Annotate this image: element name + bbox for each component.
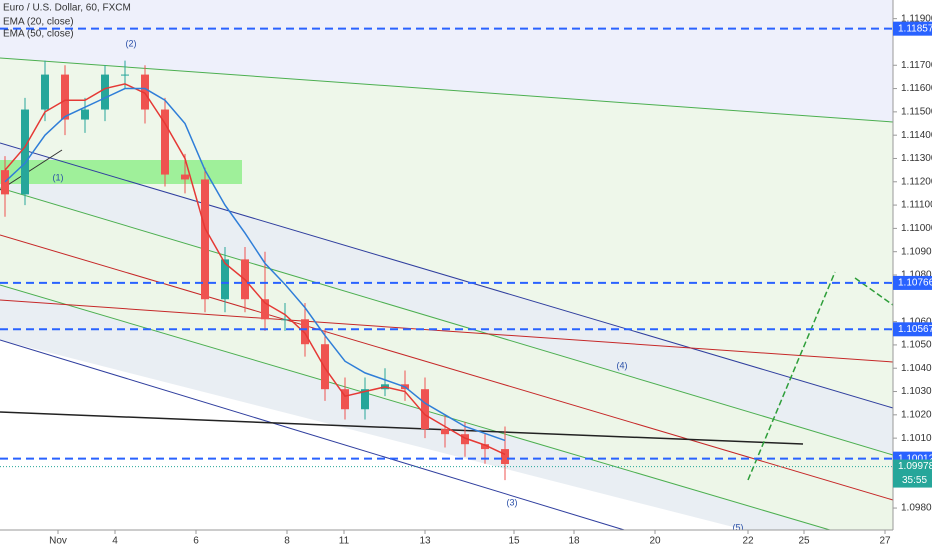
trend-line [0,284,831,531]
y-tick-label: 1.11000 [901,223,932,234]
annotation: (5) [733,522,744,532]
x-tick-label: 18 [568,536,580,547]
candle-body [41,74,49,110]
candle-body [301,319,309,345]
x-tick-label: Nov [49,536,67,547]
y-tick-label: 1.11600 [901,83,932,94]
candle-body [61,74,69,120]
candle-body [161,109,169,175]
candle-body [361,389,369,410]
candle-body [181,174,189,180]
annotation: (1) [53,172,64,182]
trend-line [0,234,894,501]
candle-body [121,74,129,76]
ema-line [4,83,506,456]
candle-body [441,429,449,435]
y-tick-label: 1.10100 [901,433,932,444]
trend-line [0,411,804,445]
y-tick-label: 1.10400 [901,363,932,374]
x-tick-label: 6 [193,536,199,547]
y-tick-label: 1.11100 [901,200,932,211]
x-tick-label: 15 [508,536,520,547]
trend-line [0,339,691,550]
candle-body [81,109,89,120]
candle-body [1,170,9,195]
countdown: 35:55 [902,475,927,486]
y-tick-label: 1.11700 [901,60,932,71]
y-tick-label: 1.10600 [901,316,932,327]
y-tick-label: 1.10800 [901,270,932,281]
legend-entry: EMA (50, close) [3,29,74,40]
y-tick-label: 1.10500 [901,340,932,351]
x-tick-label: 20 [649,536,661,547]
level-label: 1.10567 [898,324,932,335]
level-label: 1.10766 [898,278,932,289]
y-tick-label: 1.10900 [901,246,932,257]
candle-body [501,449,509,465]
projection [854,277,894,306]
y-tick-label: 1.11400 [901,130,932,141]
price-badge [893,459,932,488]
y-tick-label: 1.11900 [901,13,932,24]
candle-body [261,299,269,320]
trend-line [0,299,894,363]
candle-body [101,74,109,110]
y-tick-label: 1.10200 [901,409,932,420]
candle-body [21,109,29,195]
last-price-label: 1.09978 [898,461,932,472]
x-tick-label: 4 [112,536,118,547]
drawings [0,0,894,550]
level-label: 1.10012 [898,453,932,464]
time-scale [0,530,893,550]
legend-title: Euro / U.S. Dollar, 60, FXCM [3,3,131,14]
level-badge [893,275,932,290]
zone [0,0,893,122]
level-label: 1.11857 [898,23,932,34]
level-badge [893,322,932,337]
level-badge [893,21,932,36]
candle-body [461,434,469,445]
trend-line [0,142,894,409]
candle-body [321,344,329,390]
y-tick-label: 1.11300 [901,153,932,164]
candle-body [421,389,429,430]
candle-body [481,444,489,450]
y-tick-label: 1.11200 [901,176,932,187]
x-tick-label: 27 [879,536,891,547]
trend-line [0,57,894,123]
legend-entry: EMA (20, close) [3,17,74,28]
candle-body [201,179,209,300]
x-tick-label: 22 [742,536,754,547]
candle-body [141,74,149,110]
x-tick-label: 25 [798,536,810,547]
candle-body [341,389,349,410]
projection [747,271,836,481]
annotation: (2) [126,38,137,48]
trend-line [0,187,894,456]
annotation: (4) [617,360,628,370]
ema-line [4,87,506,442]
trend-line [0,149,63,191]
y-tick-label: 1.10300 [901,386,932,397]
zone [0,58,893,408]
candle-body [221,259,229,300]
x-tick-label: 11 [339,536,350,547]
candle-body [281,319,289,321]
y-tick-label: 1.11500 [901,107,932,118]
annotation: (3) [507,497,518,507]
x-tick-label: 8 [284,536,290,547]
x-tick-label: 13 [419,536,431,547]
y-tick-label: 1.09800 [901,503,932,514]
